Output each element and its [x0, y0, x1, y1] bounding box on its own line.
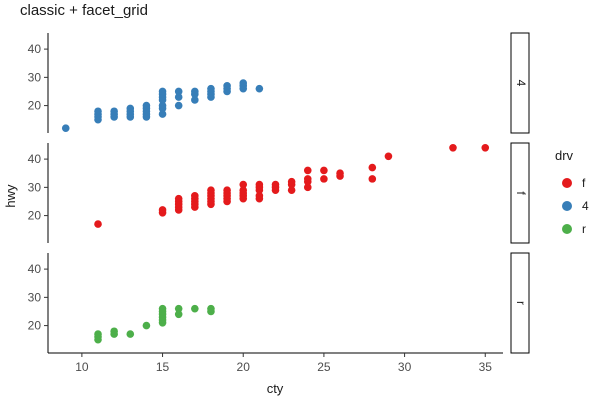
data-point-4: [207, 84, 215, 93]
legend-key-f: [562, 178, 572, 188]
data-point-4: [191, 96, 199, 104]
data-point-f: [174, 194, 183, 203]
y-axis-title: hwy: [3, 184, 18, 208]
data-point-r: [174, 310, 183, 319]
data-point-4: [94, 107, 102, 116]
data-point-4: [158, 110, 167, 118]
legend-title: drv: [555, 148, 574, 163]
y-tick-label: 20: [28, 209, 42, 223]
data-point-4: [61, 124, 70, 132]
data-point-f: [94, 220, 102, 228]
chart-title: classic + facet_grid: [20, 2, 148, 19]
facet-strip-label: f: [514, 191, 528, 195]
data-point-4: [142, 101, 151, 110]
data-point-f: [207, 186, 215, 194]
legend-key-4: [562, 201, 572, 211]
data-point-4: [239, 79, 248, 87]
data-point-4: [191, 87, 199, 96]
y-tick-label: 20: [28, 99, 42, 113]
data-point-f: [239, 186, 248, 194]
facet-strip-f: [510, 142, 530, 244]
x-tick-label: 20: [237, 360, 251, 374]
x-axis-title: cty: [267, 381, 284, 396]
data-point-r: [174, 304, 183, 313]
data-point-r: [126, 330, 135, 338]
y-tick-label: 20: [28, 319, 42, 333]
data-point-f: [320, 175, 328, 183]
data-point-f: [223, 186, 231, 194]
x-tick-label: 25: [317, 360, 331, 374]
x-tick-label: 10: [75, 360, 89, 374]
data-point-f: [368, 175, 377, 183]
data-point-f: [449, 144, 457, 152]
data-point-4: [174, 93, 183, 101]
data-point-f: [239, 180, 248, 189]
data-point-4: [174, 87, 183, 96]
x-tick-label: 15: [156, 360, 170, 374]
data-point-4: [255, 84, 264, 93]
legend: drv f 4 r: [555, 148, 589, 236]
y-tick-label: 30: [28, 290, 42, 304]
data-point-r: [94, 330, 102, 338]
data-point-r: [158, 304, 167, 313]
legend-label: f: [582, 176, 586, 190]
data-point-f: [481, 144, 490, 152]
x-tick-label: 30: [398, 360, 412, 374]
y-tick-label: 40: [28, 262, 42, 276]
data-point-r: [142, 321, 151, 330]
data-point-4: [158, 87, 167, 96]
facet-strip-label: r: [514, 301, 528, 305]
y-tick-label: 30: [28, 180, 42, 194]
data-point-f: [384, 152, 393, 161]
data-point-4: [126, 104, 135, 113]
data-point-4: [110, 107, 118, 116]
data-point-f: [191, 192, 199, 200]
facet-strip-label: 4: [514, 80, 528, 87]
data-point-4: [174, 101, 183, 110]
facet-panels: 20 30 40 4 20 30 40 f 20 30 40 10 15 20 25 30 35 r: [28, 32, 530, 374]
facet-panel-f: 20 30 40 f: [28, 142, 530, 244]
y-tick-label: 40: [28, 42, 42, 56]
data-point-f: [368, 163, 377, 172]
y-tick-label: 40: [28, 152, 42, 166]
data-point-r: [207, 304, 215, 313]
x-tick-label: 35: [479, 360, 493, 374]
facet-panel-r: 20 30 40 10 15 20 25 30 35 r: [28, 252, 530, 374]
data-point-f: [287, 186, 296, 194]
facet-strip-r: [510, 252, 530, 354]
data-point-f: [336, 169, 344, 178]
y-tick-label: 30: [28, 70, 42, 84]
data-point-f: [287, 177, 296, 186]
legend-label: r: [582, 222, 586, 236]
facet-strip-4: [510, 32, 530, 134]
data-point-r: [191, 304, 199, 313]
data-point-f: [303, 166, 312, 175]
data-point-4: [158, 101, 167, 110]
legend-label: 4: [582, 199, 589, 213]
data-point-f: [303, 175, 312, 183]
data-point-f: [303, 183, 312, 192]
data-point-f: [255, 192, 264, 200]
data-point-4: [223, 82, 231, 90]
data-point-f: [320, 166, 328, 175]
data-point-r: [110, 327, 118, 336]
data-point-f: [158, 206, 167, 214]
data-point-f: [271, 180, 280, 189]
facet-panel-4: 20 30 40 4: [28, 32, 530, 134]
legend-key-r: [562, 224, 572, 234]
data-point-f: [255, 180, 264, 189]
